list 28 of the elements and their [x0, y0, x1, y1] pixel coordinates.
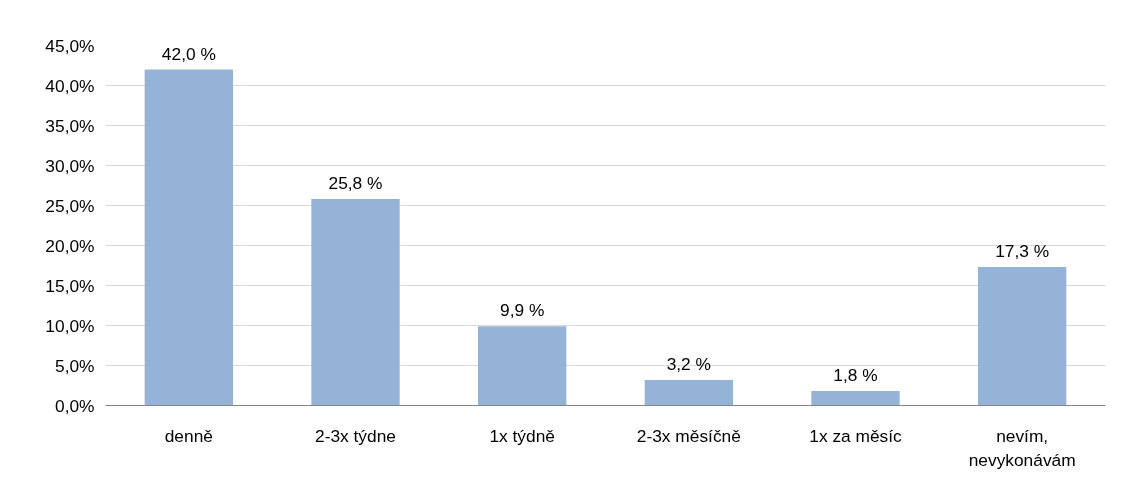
y-tick-label: 20,0% — [45, 235, 95, 256]
bar — [644, 379, 733, 406]
x-tick-label: 1x týdně — [489, 425, 555, 446]
y-tick-label: 30,0% — [45, 155, 95, 176]
data-label: 42,0 % — [161, 43, 216, 64]
data-label: 17,3 % — [995, 241, 1050, 262]
bar — [978, 267, 1067, 406]
x-tick-label: denně — [164, 425, 213, 446]
x-tick-label: 2-3x měsíčně — [636, 425, 741, 446]
y-tick-label: 45,0% — [45, 35, 95, 56]
y-tick-label: 35,0% — [45, 115, 95, 136]
y-tick-label: 25,0% — [45, 195, 95, 216]
bar — [478, 326, 567, 406]
data-label: 25,8 % — [328, 173, 383, 194]
data-label: 1,8 % — [833, 365, 878, 386]
x-tick-label: 2-3x týdne — [315, 425, 396, 446]
y-tick-label: 0,0% — [55, 395, 95, 416]
y-tick-label: 40,0% — [45, 75, 95, 96]
y-tick-label: 10,0% — [45, 315, 95, 336]
bar — [311, 199, 400, 406]
bar — [144, 69, 233, 406]
bar — [811, 391, 900, 406]
data-label: 3,2 % — [666, 353, 711, 374]
x-tick-label: 1x za měsíc — [809, 425, 903, 446]
data-label: 9,9 % — [500, 300, 545, 321]
x-tick-label: nevím, nevykonávám — [968, 425, 1076, 470]
y-tick-label: 15,0% — [45, 275, 95, 296]
y-tick-label: 5,0% — [55, 355, 95, 376]
